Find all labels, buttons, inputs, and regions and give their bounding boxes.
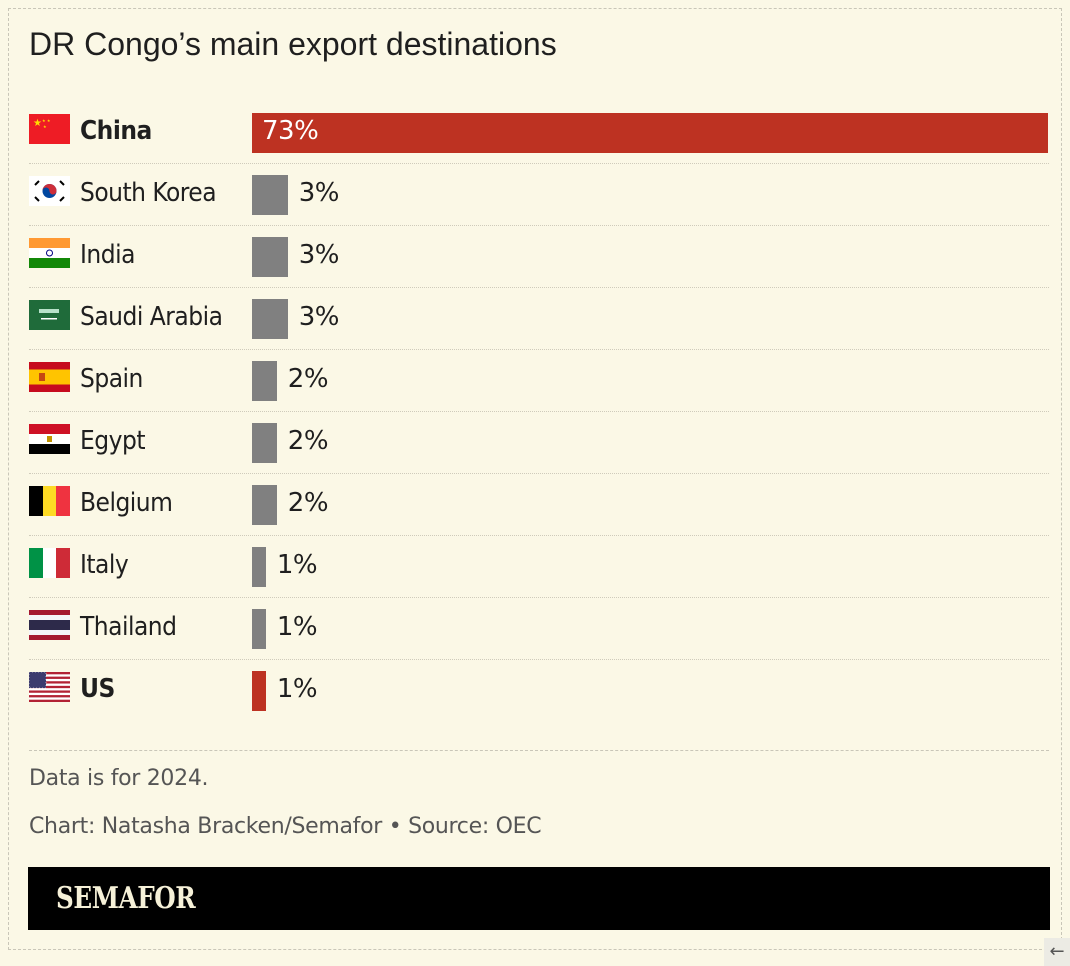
flag-cn-icon: ★ ★ ★★ [29, 114, 70, 144]
row-divider [29, 411, 1049, 412]
chart-title: DR Congo’s main export destinations [29, 26, 557, 62]
brand-banner: SEMAFOR [28, 867, 1050, 930]
chart-frame [8, 8, 1062, 950]
credit-note: Chart: Natasha Bracken/Semafor • Source:… [29, 814, 542, 839]
value-label: 1% [276, 550, 318, 580]
svg-text:★: ★ [33, 118, 42, 129]
row-divider [29, 473, 1049, 474]
flag-sa-icon [29, 300, 70, 330]
bar [252, 361, 277, 401]
bar [252, 485, 277, 525]
flag-es-icon [29, 362, 70, 392]
category-label: Egypt [80, 426, 146, 456]
semafor-logo: SEMAFOR [56, 881, 196, 916]
bar-row: Belgium 2% [29, 474, 1049, 536]
row-divider [29, 163, 1049, 164]
bar [252, 175, 288, 215]
bar-row: Thailand 1% [29, 598, 1049, 660]
category-label: South Korea [80, 178, 217, 208]
flag-be-icon [29, 486, 70, 516]
flag-kr-icon [29, 176, 70, 206]
bar-row: ★ ★ ★ ★ China 73% [29, 102, 1049, 164]
row-divider [29, 225, 1049, 226]
row-divider [29, 659, 1049, 660]
flag-eg-icon [29, 424, 70, 454]
row-divider [29, 535, 1049, 536]
value-label: 2% [287, 426, 329, 456]
value-label: 73% [262, 116, 319, 146]
row-divider [29, 349, 1049, 350]
row-divider [29, 287, 1049, 288]
category-label: Belgium [80, 488, 173, 518]
bar [252, 237, 288, 277]
category-label: India [80, 240, 135, 270]
flag-th-icon [29, 610, 70, 640]
bar-row: India 3% [29, 226, 1049, 288]
bar [252, 423, 277, 463]
category-label: Spain [80, 364, 143, 394]
svg-text:★: ★ [43, 124, 47, 129]
svg-text:★ ★: ★ ★ [42, 118, 51, 123]
category-label: US [80, 674, 115, 704]
category-label: Saudi Arabia [80, 302, 223, 332]
value-label: 1% [276, 612, 318, 642]
row-divider [29, 597, 1049, 598]
category-label: Italy [80, 550, 129, 580]
flag-it-icon [29, 548, 70, 578]
value-label: 3% [298, 240, 340, 270]
bar-row: Saudi Arabia 3% [29, 288, 1049, 350]
value-label: 1% [276, 674, 318, 704]
footer-divider [29, 750, 1049, 751]
flag-in-icon [29, 238, 70, 268]
value-label: 2% [287, 364, 329, 394]
bar-row: Italy 1% [29, 536, 1049, 598]
value-label: 3% [298, 302, 340, 332]
value-label: 2% [287, 488, 329, 518]
bar [252, 671, 266, 711]
category-label: Thailand [80, 612, 177, 642]
data-note: Data is for 2024. [29, 766, 209, 791]
bar [252, 609, 266, 649]
bar-row: South Korea 3% [29, 164, 1049, 226]
arrow-left-icon[interactable]: ← [1044, 938, 1070, 966]
value-label: 3% [298, 178, 340, 208]
bar-row: US 1% [29, 660, 1049, 722]
bar-row: Spain 2% [29, 350, 1049, 412]
bar [252, 299, 288, 339]
bar [252, 113, 1048, 153]
category-label: China [80, 116, 152, 146]
bar-row: Egypt 2% [29, 412, 1049, 474]
flag-us-icon [29, 672, 70, 702]
bar [252, 547, 266, 587]
